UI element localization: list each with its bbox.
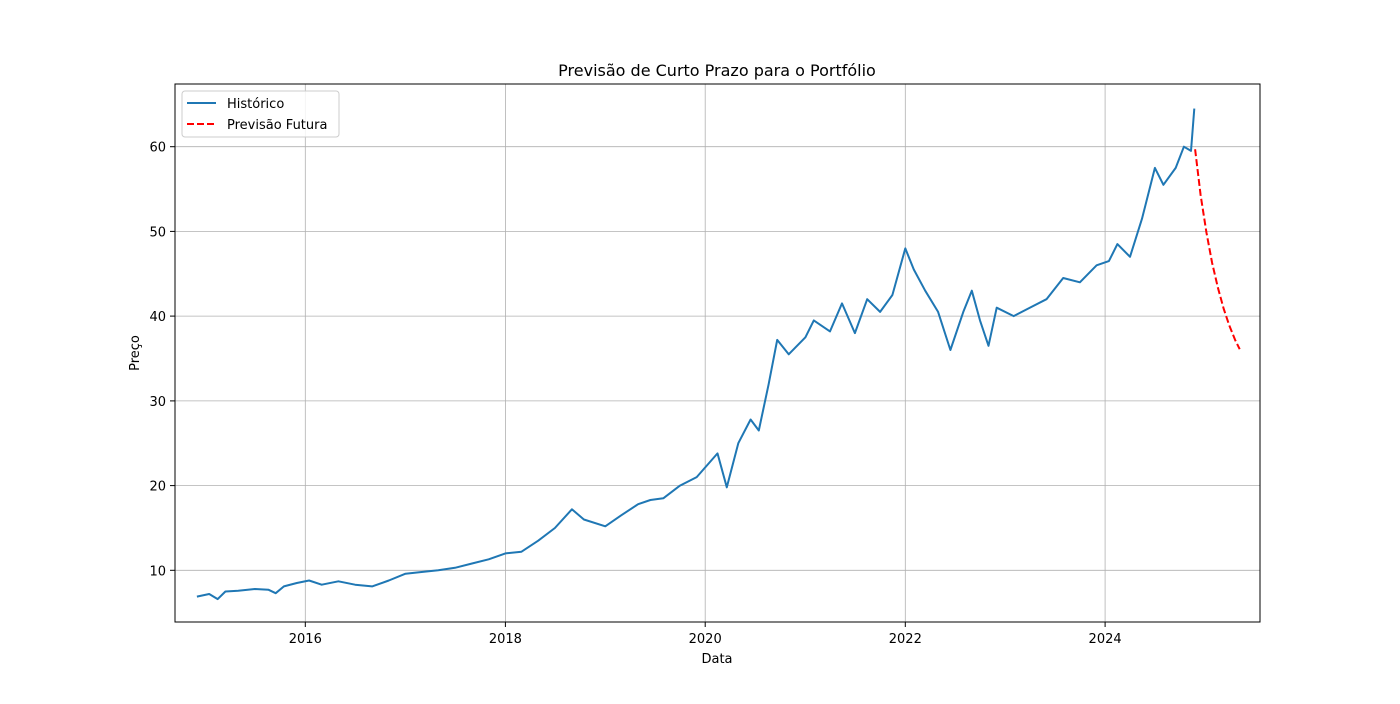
y-tick-label: 50 [149, 225, 166, 240]
grid [175, 84, 1260, 622]
x-tick-label: 2022 [889, 632, 922, 647]
x-axis-label: Data [701, 652, 732, 667]
legend: Histórico Previsão Futura [181, 90, 340, 138]
y-tick-label: 20 [149, 480, 166, 495]
x-tick-label: 2018 [489, 632, 522, 647]
series-lines [196, 108, 1241, 601]
x-tick-label: 2016 [289, 632, 322, 647]
legend-box [181, 90, 340, 138]
series-line-previsao-futura [1194, 149, 1241, 350]
y-tick-label: 30 [149, 395, 166, 410]
y-tick-label: 60 [149, 141, 166, 156]
y-tick-label: 10 [149, 564, 166, 579]
legend-label-historico: Histórico [227, 97, 284, 112]
x-tick-label: 2020 [689, 632, 722, 647]
y-tick-label: 40 [149, 310, 166, 325]
axis-ticks: 2016 2018 2020 2022 2024 10 20 30 40 50 60 [149, 141, 1121, 647]
legend-label-previsao: Previsão Futura [227, 118, 327, 133]
x-tick-label: 2024 [1089, 632, 1122, 647]
chart-title: Previsão de Curto Prazo para o Portfólio [558, 61, 876, 80]
y-axis-label: Preço [128, 335, 143, 371]
plot-frame [174, 83, 1261, 623]
series-line-historico [196, 108, 1196, 601]
